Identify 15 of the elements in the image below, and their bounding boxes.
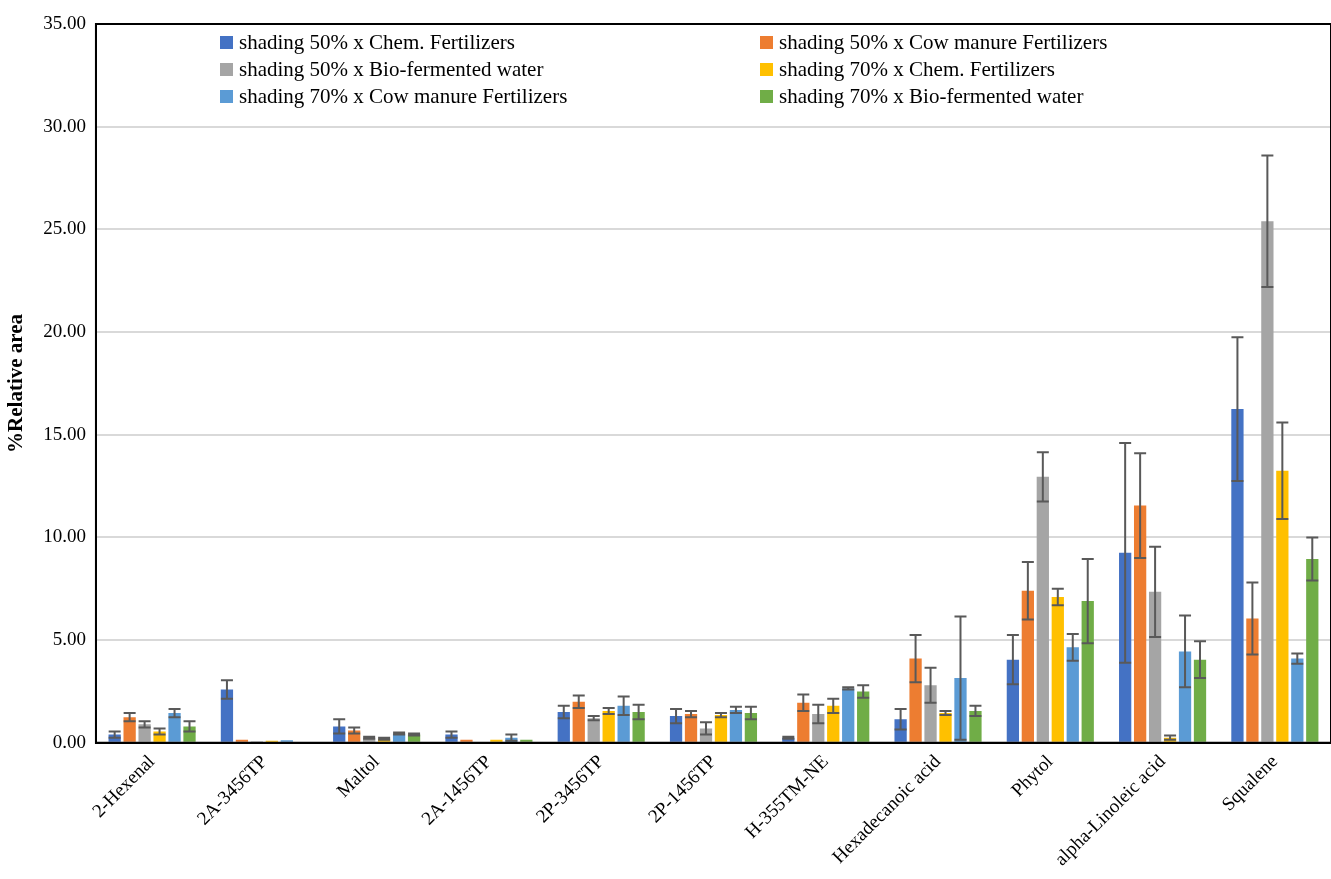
y-tick-label: 25.00 (43, 217, 86, 239)
y-tick-label: 10.00 (43, 525, 86, 547)
y-tick-label: 0.00 (52, 730, 86, 752)
y-tick-label: 15.00 (43, 422, 86, 444)
y-tick-label: 20.00 (43, 320, 86, 342)
legend-label: shading 50% x Chem. Fertilizers (239, 30, 515, 55)
y-axis-title: %Relative area (3, 313, 28, 453)
y-tick-label: 35.00 (43, 11, 86, 33)
y-tick-label: 5.00 (52, 628, 86, 650)
legend-label: shading 70% x Chem. Fertilizers (779, 57, 1055, 82)
legend-label: shading 70% x Bio-fermented water (779, 84, 1084, 109)
legend-label: shading 50% x Bio-fermented water (239, 57, 544, 82)
legend-label: shading 70% x Cow manure Fertilizers (239, 84, 568, 109)
y-tick-label: 30.00 (43, 114, 86, 136)
legend-label: shading 50% x Cow manure Fertilizers (779, 30, 1108, 55)
